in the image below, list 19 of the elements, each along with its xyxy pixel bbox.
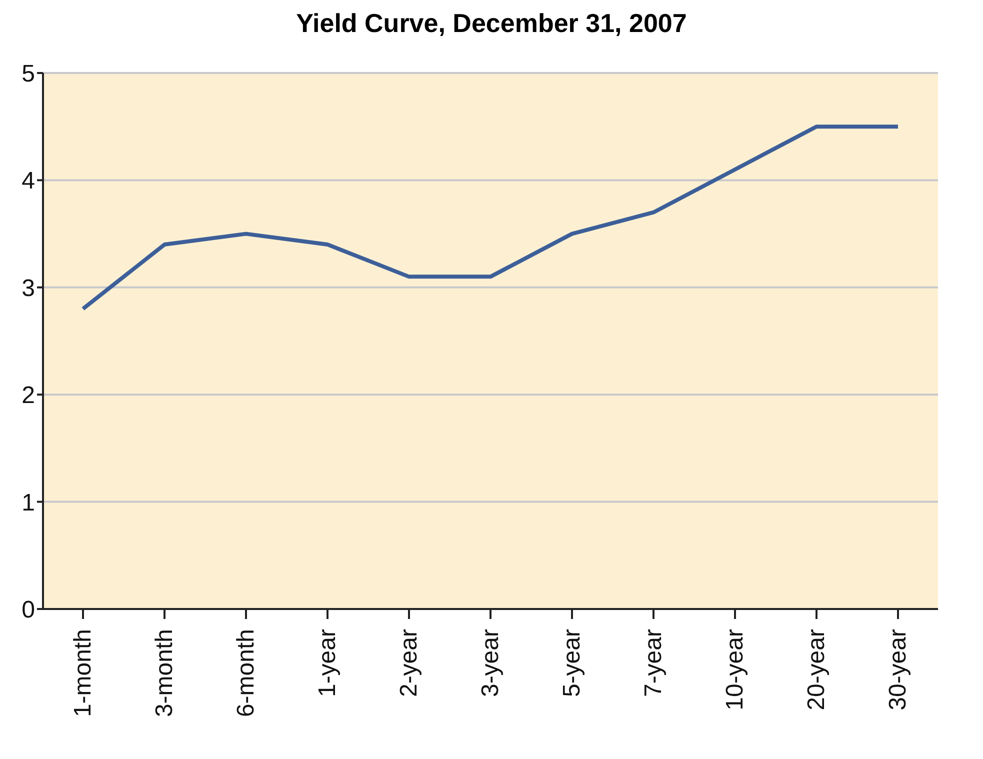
- x-tick-label: 30-year: [884, 628, 912, 710]
- x-tick-label: 7-year: [640, 628, 667, 698]
- y-tick-label: 0: [22, 596, 35, 624]
- y-tick-label: 2: [22, 382, 35, 410]
- x-tick-label: 3-month: [151, 629, 178, 718]
- x-tick-label: 10-year: [722, 628, 748, 710]
- x-tick-label: 2-year: [396, 628, 422, 698]
- chart-title: Yield Curve, December 31, 2007: [295, 8, 688, 39]
- line-series: [81, 124, 900, 311]
- y-tick-label: 4: [22, 168, 35, 195]
- x-tick-label: 5-year: [558, 628, 586, 698]
- y-tick-label: 1: [22, 489, 35, 516]
- x-tick-label: 20-year: [803, 628, 830, 710]
- y-tick-label: 3: [22, 274, 35, 302]
- x-tick-label: 1-month: [70, 629, 96, 718]
- x-tick-label: 3-year: [477, 628, 504, 698]
- x-tick-label: 1-year: [314, 628, 341, 698]
- x-tick-label: 6-month: [232, 629, 260, 718]
- y-tick-label: 5: [22, 60, 35, 88]
